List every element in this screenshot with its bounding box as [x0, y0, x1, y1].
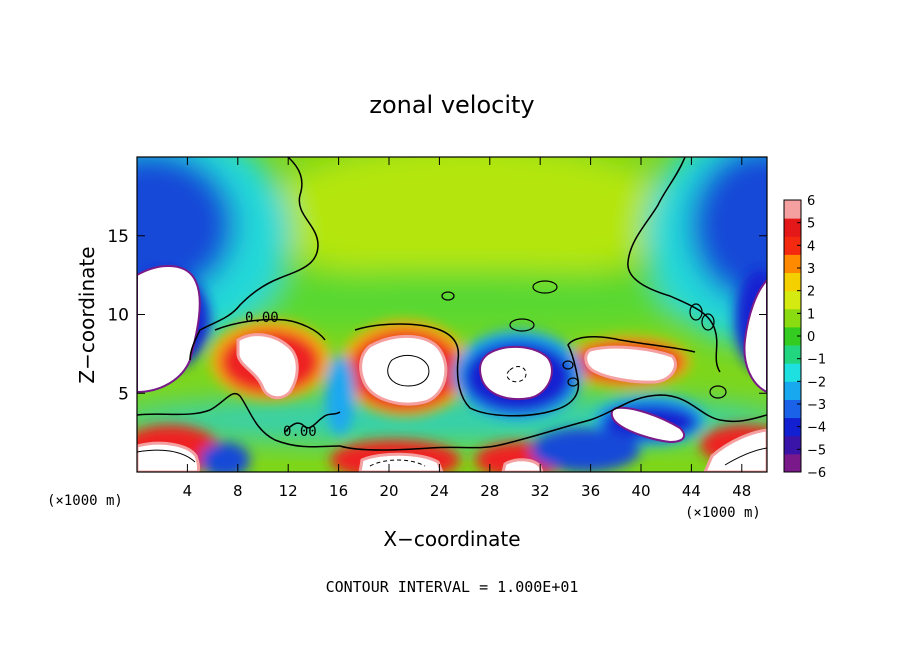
saturated-negative-x42 — [610, 406, 686, 444]
mid-band-green — [137, 270, 767, 330]
colorbar-tick-label: −3 — [807, 398, 826, 413]
x-tick-label: 24 — [430, 482, 449, 500]
saturated-surface-x48 — [703, 428, 767, 472]
saturated-regions — [137, 264, 767, 472]
saturated-positive-x8 — [236, 333, 299, 400]
contour-wave-x12 — [284, 411, 341, 433]
saturated-surface-x20 — [358, 452, 444, 472]
small-contour-x24 — [509, 318, 535, 332]
saturated-surface-x30 — [501, 458, 544, 472]
y-tick-label: 10 — [107, 306, 129, 326]
colorbar-tick-label: 3 — [807, 262, 815, 277]
surface-negative-x35 — [530, 428, 640, 472]
x-tick-label: 48 — [732, 482, 751, 500]
colorbar-segment — [784, 417, 801, 437]
colorbar-tick-label: −2 — [807, 375, 826, 390]
small-contour-x35b — [567, 377, 579, 387]
upper-center-positive — [260, 157, 680, 285]
zero-contour-lower-left — [137, 392, 341, 448]
saturated-left-negative — [137, 264, 201, 394]
surface-contour-x20 — [369, 459, 426, 467]
colorbar-tick-label: 2 — [807, 285, 815, 300]
x-unit-label-left: (×1000 m) — [47, 493, 123, 509]
colorbar-segment — [784, 453, 801, 473]
saturated-right-negative — [743, 278, 767, 394]
small-contour-x44 — [689, 303, 703, 321]
zero-contour-mid — [354, 323, 696, 417]
surface-contour-right — [724, 447, 767, 466]
colorbar-segment — [784, 254, 801, 274]
zero-contour-lower-band — [339, 394, 767, 451]
colorbar-tick-label: 6 — [807, 194, 815, 209]
y-axis-label: Z−coordinate — [75, 246, 99, 383]
small-contour-x46 — [709, 385, 727, 399]
x-tick-label: 40 — [631, 482, 650, 500]
x-tick-label: 20 — [379, 482, 398, 500]
x-axis: 4 8 12 16 20 24 28 32 36 40 44 48 — [183, 157, 751, 500]
colorbar-tick-label: −6 — [807, 466, 826, 481]
colorbar-segment — [784, 345, 801, 364]
colorbar-segment — [784, 399, 801, 419]
inner-contour-x30 — [506, 366, 527, 383]
colorbar-tick-label: −4 — [807, 421, 826, 436]
surface-contour-left — [137, 449, 196, 463]
colorbar-segment — [784, 290, 801, 310]
inner-contour-x20 — [387, 354, 430, 387]
y-tick-label: 5 — [118, 384, 129, 404]
colorbar-segment — [784, 272, 801, 292]
colorbar-segment — [784, 200, 801, 219]
colorbar-segment — [784, 236, 801, 255]
small-contour-x22 — [532, 280, 558, 294]
colorbar-tick-label: 1 — [807, 307, 815, 322]
x-tick-label: 28 — [480, 482, 499, 500]
upper-right-blue — [690, 157, 767, 305]
contour-label-1: 0.00 — [245, 310, 279, 326]
x-tick-label: 12 — [279, 482, 298, 500]
x-tick-label: 4 — [183, 482, 193, 500]
x-tick-label: 32 — [531, 482, 550, 500]
y-tick-label: 15 — [107, 227, 129, 247]
contour-label-2: 0.00 — [283, 424, 317, 440]
colorbar-tick-label: 4 — [807, 239, 815, 254]
x-tick-label: 44 — [682, 482, 701, 500]
upper-left-blue — [137, 157, 235, 300]
saturated-negative-x30 — [479, 345, 553, 400]
small-contour-x19 — [441, 291, 455, 301]
x-unit-label-right: (×1000 m) — [685, 505, 761, 521]
x-tick-label: 8 — [233, 482, 243, 500]
x-tick-label: 36 — [581, 482, 600, 500]
zero-contour-upper-right — [627, 157, 721, 373]
colorbar-segment — [784, 435, 801, 455]
colorbar-tick-label: −1 — [807, 353, 826, 368]
saturated-positive-x39 — [584, 345, 677, 384]
colorbar-segment — [784, 218, 801, 237]
small-contour-x35 — [562, 360, 574, 370]
negative-strip-x14 — [325, 355, 355, 435]
chart-title: zonal velocity — [369, 91, 534, 119]
colorbar-tick-label: 0 — [807, 330, 815, 345]
x-tick-label: 16 — [329, 482, 348, 500]
colorbar-tick-label: 5 — [807, 217, 815, 232]
zero-contour-upper-left — [189, 157, 319, 361]
colorbar-segment — [784, 363, 801, 382]
contour-interval-note: CONTOUR INTERVAL = 1.000E+01 — [326, 578, 579, 596]
saturated-positive-x20 — [359, 334, 448, 406]
plot-area: 0.00 0.00 — [137, 157, 767, 472]
zero-contour-left-mid — [214, 318, 326, 341]
small-contour-x45 — [701, 313, 715, 331]
x-axis-label: X−coordinate — [383, 527, 520, 551]
colorbar-segment — [784, 326, 801, 346]
colorbar-segment — [784, 308, 801, 328]
colorbar-tick-label: −5 — [807, 443, 826, 458]
colorbar: 6 5 4 3 2 1 0 −1 −2 −3 −4 −5 −6 — [783, 194, 826, 481]
y-axis: 5 10 15 — [107, 227, 767, 404]
colorbar-segment — [784, 381, 801, 400]
contour-lines — [137, 157, 767, 467]
